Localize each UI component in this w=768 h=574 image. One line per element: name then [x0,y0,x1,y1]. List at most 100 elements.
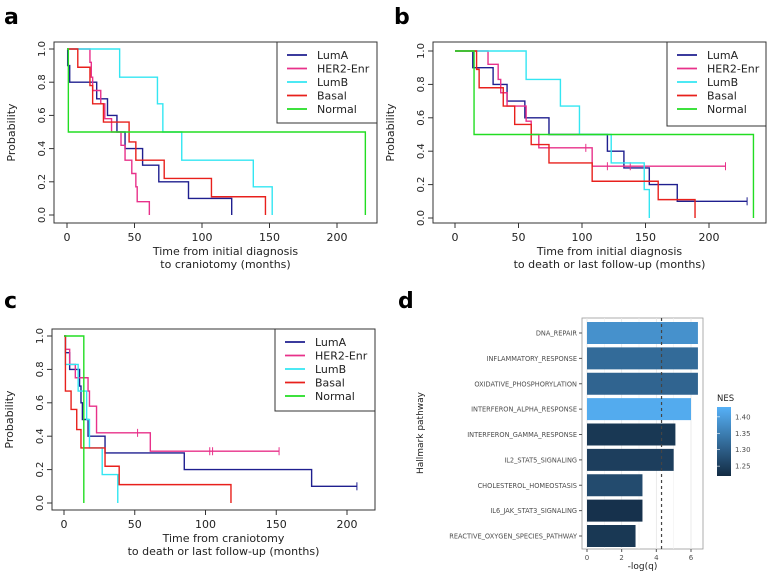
colorbar [717,407,731,476]
x-tick-label: 150 [635,231,656,244]
legend-label: Basal [315,377,345,390]
y-tick-label: 0.4 [416,143,427,159]
y-tick-label: 0.6 [37,107,48,123]
y-tick-label: 0.8 [416,76,427,92]
colorbar-tick-label: 1.40 [735,413,751,421]
y-tick-label: 1.0 [37,41,48,57]
y-tick-label: 1.0 [35,328,46,344]
plot-frame [53,41,378,224]
y-tick-label: 0.8 [37,74,48,90]
x-axis-label: Time from craniotomy [162,532,285,545]
category-label: INTERFERON_GAMMA_RESPONSE [467,431,577,439]
category-label: OXIDATIVE_PHOSPHORYLATION [474,380,577,388]
y-tick-label: 0.2 [37,174,48,190]
x-axis-label: to death or last follow-up (months) [514,258,706,271]
legend-label: LumA [315,336,347,349]
category-label: IL2_STAT5_SIGNALING [504,456,577,464]
x-tick-label: 150 [266,518,287,531]
x-tick-label: 0 [64,231,71,244]
category-label: IL6_JAK_STAT3_SIGNALING [490,507,577,515]
legend-label: HER2-Enr [315,350,368,363]
gsea-bar-panel: DNA_REPAIR INFLAMMATORY_RESPONSE OXIDATIVE… [416,317,751,572]
legend-label: LumB [315,363,346,376]
km-panel-c: 0 50 100 150 200 0.0 0.2 0.4 0.6 0.8 1.0 Time from … [3,328,376,558]
bar [587,525,636,547]
category-label: CHOLESTEROL_HOMEOSTASIS [478,482,577,490]
panel-label-a: a [4,5,19,30]
x-axis-label: to craniotomy (months) [160,258,290,271]
km-curve-basal [67,48,267,215]
km-curve-basal [64,335,232,503]
y-axis-label: Probability [384,103,397,162]
x-axis-label: to death or last follow-up (months) [128,545,320,558]
x-tick-label: 50 [128,231,142,244]
y-tick-label: 0.2 [416,177,427,193]
x-tick-label: 200 [327,231,348,244]
km-panel-a: 0 50 100 150 200 0.0 0.2 0.4 0.6 0.8 1.0 Time from … [5,41,378,271]
panel-label-c: c [4,289,17,314]
x-axis-label: -log(q) [628,562,658,572]
y-axis-label: Hallmark pathway [416,391,426,474]
x-tick-label: 2 [619,554,623,562]
legend-label: Basal [707,90,737,103]
x-axis-label: Time from initial diagnosis [536,245,683,258]
x-tick-label: 0 [61,518,68,531]
y-tick-label: 0.0 [416,210,427,226]
plot-frame [432,41,767,224]
legend-label: Normal [317,103,357,116]
legend-box [666,41,767,127]
x-tick-label: 150 [259,231,280,244]
y-tick-label: 1.0 [416,43,427,59]
y-tick-label: 0.8 [35,361,46,377]
category-label: INTERFERON_ALPHA_RESPONSE [471,406,577,414]
legend-label: Basal [317,90,347,103]
y-axis-label: Probability [5,103,18,162]
x-tick-label: 0 [585,554,589,562]
km-curve-lumb [64,335,119,503]
legend-label: LumA [317,49,349,62]
legend-label: LumB [317,76,348,89]
y-tick-label: 0.4 [35,428,46,444]
legend-label: HER2-Enr [317,63,370,76]
plot-frame [51,328,376,511]
bar [587,347,698,370]
colorbar-tick-label: 1.30 [735,446,751,454]
y-tick-label: 0.4 [37,141,48,157]
bar [587,398,691,421]
legend-label: Normal [315,390,355,403]
category-label: INFLAMMATORY_RESPONSE [487,355,577,363]
category-label: REACTIVE_OXYGEN_SPECIES_PATHWAY [449,533,578,541]
y-axis-label: Probability [3,390,16,449]
x-tick-label: 100 [192,231,213,244]
colorbar-tick-label: 1.25 [735,463,751,471]
x-tick-label: 50 [512,231,526,244]
km-curve-basal [455,50,696,218]
panel-label-d: d [398,289,414,314]
legend-label: LumB [707,76,738,89]
y-tick-label: 0.6 [35,395,46,411]
panel-label-b: b [394,5,410,30]
km-curve-normal [67,48,367,215]
bar [587,423,676,446]
x-tick-label: 6 [689,554,694,562]
colorbar-title: NES [717,394,734,404]
km-curve-normal [455,50,755,218]
x-tick-label: 100 [195,518,216,531]
bar [587,474,643,497]
colorbar-tick-label: 1.35 [735,430,751,438]
km-curve-her2-enr [64,335,280,452]
x-tick-label: 200 [699,231,720,244]
y-tick-label: 0.6 [416,110,427,126]
bar [587,448,674,471]
legend-label: LumA [707,49,739,62]
x-tick-label: 4 [654,554,659,562]
category-label: DNA_REPAIR [536,330,578,338]
legend-label: HER2-Enr [707,63,760,76]
bar [587,499,643,522]
legend-label: Normal [707,103,747,116]
x-tick-label: 200 [337,518,358,531]
km-curve-her2-enr [455,50,726,167]
y-tick-label: 0.2 [35,462,46,478]
y-tick-label: 0.0 [35,495,46,511]
